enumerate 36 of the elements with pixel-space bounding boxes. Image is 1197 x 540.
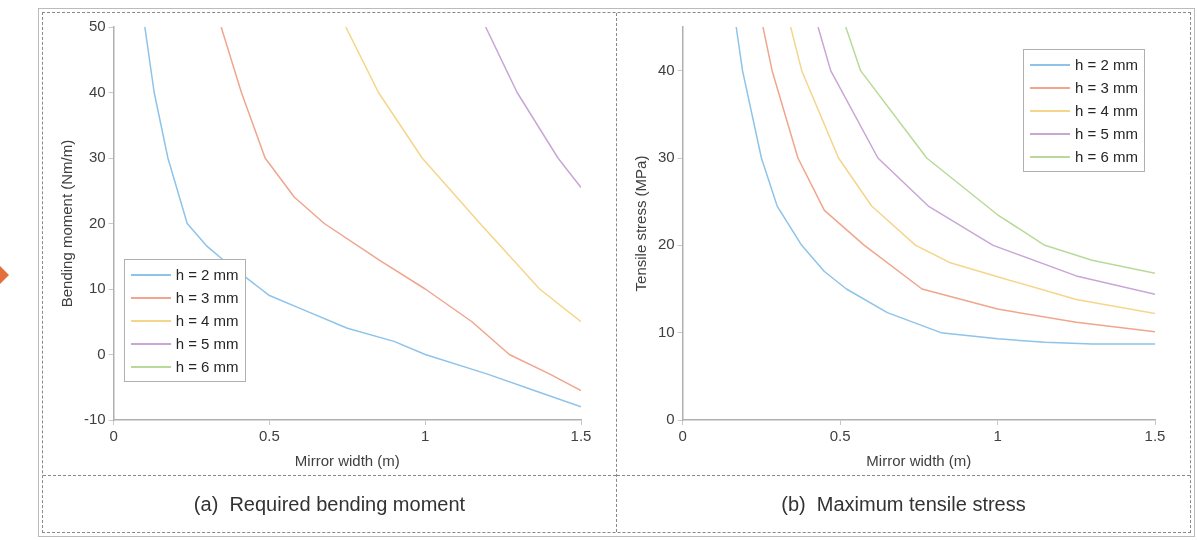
x-tick-label: 1 xyxy=(421,427,430,445)
x-tick-label: 1.5 xyxy=(570,427,592,445)
x-tick-label: 0.5 xyxy=(259,427,280,445)
legend-label: h = 6 mm xyxy=(1075,148,1138,165)
y-tick-label: 10 xyxy=(88,279,106,297)
legend-label: h = 2 mm xyxy=(1075,56,1138,73)
y-tick-label: 20 xyxy=(658,235,675,253)
y-tick-label: 20 xyxy=(88,213,106,231)
legend-label: h = 5 mm xyxy=(1075,125,1138,142)
y-tick-label: 0 xyxy=(666,410,675,428)
x-tick-label: 0 xyxy=(678,427,687,445)
y-tick-label: -10 xyxy=(83,410,106,428)
y-tick-label: 30 xyxy=(658,148,675,166)
y-tick-label: 0 xyxy=(97,344,106,362)
y-tick-label: 10 xyxy=(658,322,675,340)
legend-label: h = 5 mm xyxy=(175,335,239,352)
legend-label: h = 3 mm xyxy=(175,289,239,306)
x-tick-label: 1 xyxy=(993,427,1002,445)
y-tick-label: 30 xyxy=(88,148,106,166)
legend-label: h = 6 mm xyxy=(175,358,239,375)
text: (b) Maximum tensile stress xyxy=(617,475,1190,532)
x-tick-label: 0 xyxy=(109,427,118,445)
text: (a) Required bending moment xyxy=(43,475,616,532)
legend-label: h = 3 mm xyxy=(1075,79,1138,96)
x-tick-label: 1.5 xyxy=(1144,427,1166,445)
legend-label: h = 4 mm xyxy=(175,312,239,329)
x-tick-label: 0.5 xyxy=(829,427,851,445)
legend-label: h = 2 mm xyxy=(175,266,239,283)
y-tick-label: 40 xyxy=(658,60,675,78)
y-tick-label: 50 xyxy=(88,17,106,35)
legend-label: h = 4 mm xyxy=(1075,102,1138,119)
x-axis-title: Mirror width (m) xyxy=(866,452,972,470)
y-axis-title: Tensile stress (MPa) xyxy=(632,155,650,292)
x-axis-title: Mirror width (m) xyxy=(294,452,400,470)
y-tick-label: 40 xyxy=(88,82,106,100)
y-axis-title: Bending moment (Nm/m) xyxy=(58,139,76,308)
